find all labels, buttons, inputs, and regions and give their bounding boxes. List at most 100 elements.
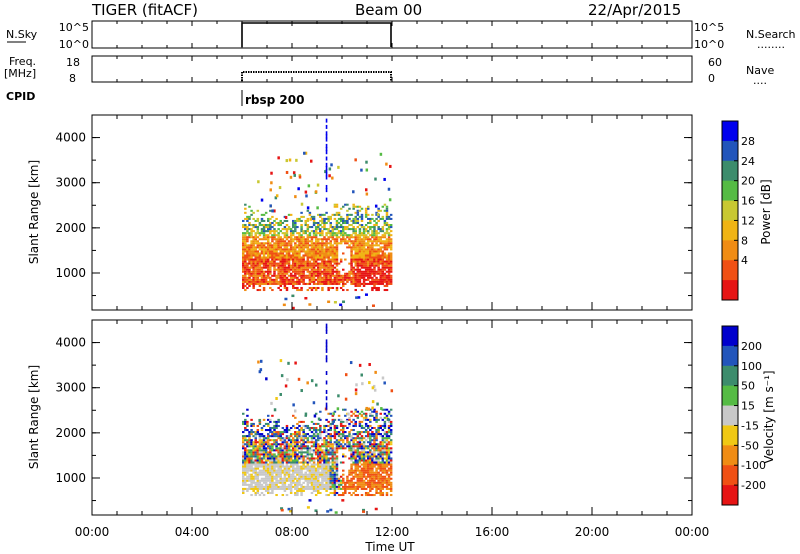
data-cell bbox=[267, 217, 270, 220]
data-cell bbox=[271, 248, 274, 251]
data-cell bbox=[379, 463, 382, 466]
data-cell bbox=[306, 248, 310, 251]
data-cell bbox=[358, 260, 362, 263]
data-cell bbox=[250, 274, 253, 277]
data-cell bbox=[356, 435, 360, 438]
data-cell bbox=[304, 238, 307, 241]
data-cell bbox=[352, 491, 355, 495]
data-cell bbox=[292, 270, 295, 273]
data-cell bbox=[271, 252, 274, 255]
data-cell bbox=[287, 278, 291, 281]
data-cell bbox=[385, 274, 389, 277]
data-cell bbox=[287, 240, 291, 243]
data-cell bbox=[317, 471, 320, 474]
data-cell bbox=[287, 266, 291, 269]
data-cell bbox=[342, 491, 345, 495]
data-cell bbox=[379, 473, 382, 476]
data-cell bbox=[256, 491, 260, 495]
data-cell bbox=[317, 422, 320, 425]
data-cell bbox=[350, 469, 353, 472]
data-cell bbox=[273, 475, 276, 478]
data-cell bbox=[254, 256, 257, 259]
data-cell bbox=[377, 429, 380, 432]
data-cell bbox=[362, 457, 366, 460]
data-cell bbox=[319, 242, 322, 245]
colorbar-swatch bbox=[722, 280, 738, 301]
data-cell bbox=[264, 463, 268, 466]
data-cell bbox=[327, 435, 330, 438]
data-cell bbox=[283, 477, 287, 480]
data-cell bbox=[381, 465, 385, 468]
data-cell bbox=[383, 262, 387, 265]
data-cell bbox=[248, 284, 251, 287]
data-cell bbox=[264, 250, 268, 253]
data-cell bbox=[277, 234, 280, 237]
data-cell bbox=[287, 467, 291, 470]
data-cell bbox=[294, 254, 297, 257]
data-cell bbox=[329, 286, 332, 290]
data-cell bbox=[304, 252, 307, 255]
data-cell bbox=[321, 226, 324, 229]
data-cell bbox=[325, 494, 328, 497]
data-cell bbox=[337, 431, 341, 434]
data-cell bbox=[331, 230, 335, 233]
data-cell bbox=[352, 207, 355, 210]
data-cell bbox=[292, 433, 295, 436]
data-cell bbox=[248, 449, 251, 452]
data-cell bbox=[377, 238, 380, 241]
data-cell bbox=[381, 264, 385, 267]
data-cell bbox=[356, 449, 360, 452]
data-cell bbox=[246, 228, 249, 231]
data-cell bbox=[300, 467, 303, 470]
data-cell bbox=[385, 437, 389, 440]
data-cell bbox=[335, 234, 339, 237]
data-cell bbox=[383, 449, 387, 452]
data-cell bbox=[339, 443, 343, 446]
data-cell bbox=[350, 473, 353, 476]
data-cell bbox=[317, 266, 320, 269]
data-cell bbox=[308, 240, 312, 243]
data-cell bbox=[356, 217, 360, 220]
data-cell bbox=[371, 262, 374, 265]
data-cell bbox=[267, 228, 270, 231]
data-cell bbox=[277, 418, 280, 421]
data-cell bbox=[310, 230, 314, 233]
data-cell bbox=[373, 226, 376, 229]
data-cell bbox=[339, 260, 343, 263]
data-cell bbox=[321, 459, 324, 462]
data-cell bbox=[252, 422, 255, 425]
data-cell bbox=[244, 471, 247, 474]
data-cell bbox=[254, 469, 257, 472]
data-cell bbox=[331, 264, 335, 267]
data-cell bbox=[267, 256, 270, 259]
data-cell bbox=[356, 483, 360, 486]
data-cell bbox=[244, 274, 247, 277]
data-cell bbox=[323, 469, 326, 472]
data-cell bbox=[283, 459, 287, 462]
data-cell bbox=[358, 280, 362, 283]
data-cell bbox=[371, 410, 374, 413]
data-cell bbox=[319, 475, 322, 478]
data-cell bbox=[289, 230, 293, 233]
data-cell bbox=[323, 445, 326, 448]
data-cell bbox=[296, 268, 299, 271]
data-cell bbox=[248, 437, 251, 440]
data-cell bbox=[285, 494, 289, 497]
data-cell bbox=[342, 226, 345, 229]
data-cell bbox=[389, 477, 393, 480]
data-cell bbox=[323, 236, 326, 239]
data-cell bbox=[356, 469, 360, 472]
data-cell bbox=[383, 278, 387, 281]
data-cell bbox=[273, 260, 276, 263]
data-cell bbox=[342, 232, 345, 235]
data-cell bbox=[383, 477, 387, 480]
data-cell bbox=[244, 258, 247, 261]
data-cell bbox=[385, 481, 389, 484]
data-cell bbox=[362, 437, 366, 440]
data-cell bbox=[360, 471, 364, 474]
data-cell bbox=[294, 483, 297, 486]
data-cell bbox=[283, 284, 287, 287]
data-cell bbox=[387, 449, 391, 452]
data-cell bbox=[354, 414, 357, 417]
data-cell bbox=[331, 447, 335, 450]
